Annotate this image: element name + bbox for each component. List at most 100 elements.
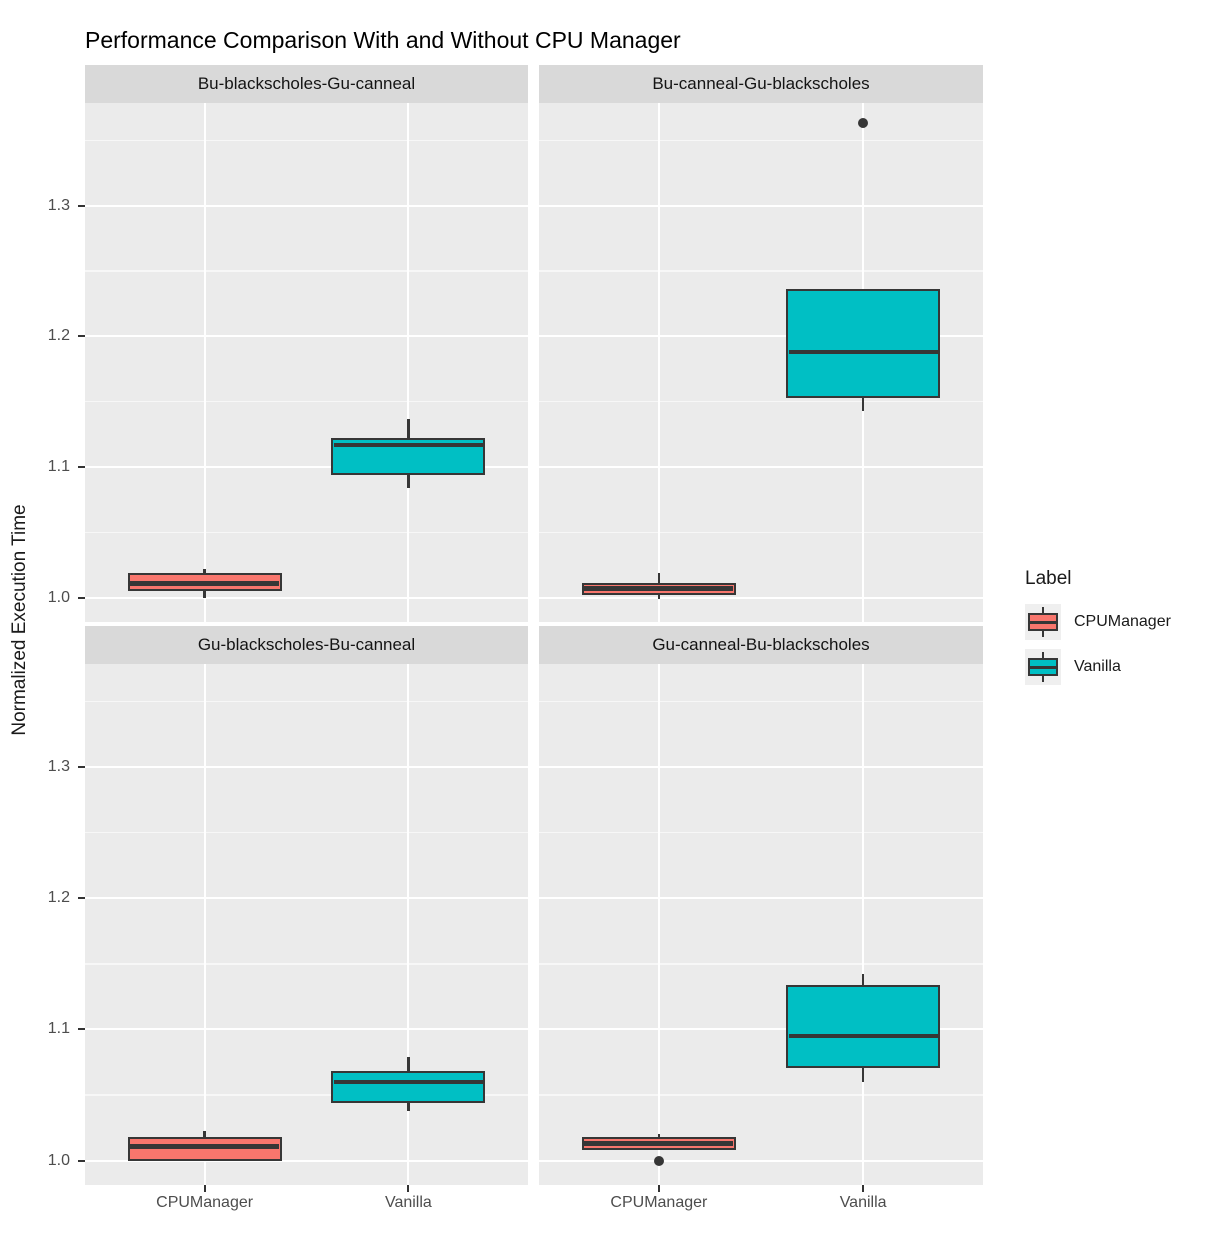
legend-key <box>1025 604 1061 640</box>
whisker-upper <box>203 1130 206 1138</box>
median-line <box>130 1144 280 1149</box>
median-line <box>788 349 938 355</box>
box-vanilla <box>786 289 941 398</box>
gridline-major <box>85 897 528 900</box>
legend-box-glyph <box>1028 658 1058 676</box>
y-axis-tick <box>78 466 85 469</box>
gridline-minor <box>85 400 528 403</box>
x-axis-tick <box>862 1185 865 1192</box>
x-tick-label: Vanilla <box>839 1194 887 1211</box>
legend-median-glyph <box>1030 665 1056 669</box>
legend-label: Vanilla <box>1074 658 1121 675</box>
outlier-point <box>858 118 869 129</box>
y-axis-tick <box>78 596 85 599</box>
y-axis-tick <box>78 1159 85 1162</box>
median-line <box>788 1033 938 1039</box>
gridline-major <box>85 1028 528 1031</box>
y-tick-label: 1.1 <box>47 458 70 476</box>
legend-title: Label <box>1025 568 1072 589</box>
gridline-minor <box>539 1094 983 1096</box>
whisker-upper <box>407 418 410 439</box>
gridline-major <box>539 766 983 769</box>
whisker-lower <box>407 1102 410 1111</box>
x-axis-tick <box>657 1185 660 1192</box>
x-tick-label: CPUManager <box>610 1194 708 1211</box>
legend-entry: CPUManager <box>1025 604 1171 640</box>
gridline-major <box>85 1159 528 1162</box>
facet-strip: Bu-blackscholes-Gu-canneal <box>85 65 528 103</box>
gridline-minor <box>85 700 528 703</box>
gridline-minor <box>539 831 983 834</box>
gridline-vertical <box>203 664 206 1185</box>
gridline-minor <box>85 139 528 141</box>
gridline-major <box>539 335 983 338</box>
facet-strip: Gu-blackscholes-Bu-canneal <box>85 626 528 664</box>
legend-entries: CPUManager Vanilla <box>1025 604 1171 685</box>
whisker-upper <box>657 572 661 584</box>
gridline-vertical <box>407 664 410 1185</box>
gridline-vertical <box>657 664 660 1185</box>
y-axis-tick <box>78 1028 85 1031</box>
legend: Label CPUManager Vanilla <box>1025 568 1171 694</box>
y-tick-label: 1.0 <box>47 1151 70 1169</box>
box-cpumanager <box>127 1137 282 1161</box>
gridline-minor <box>85 831 528 834</box>
y-axis-tick <box>78 335 85 338</box>
gridline-minor <box>85 1094 528 1096</box>
facet-panel <box>85 103 528 622</box>
facet-panel <box>85 664 528 1185</box>
gridline-vertical <box>657 103 660 622</box>
gridline-minor <box>539 139 983 141</box>
facet-title: Gu-blackscholes-Bu-canneal <box>197 635 416 654</box>
gridline-major <box>85 596 528 599</box>
whisker-upper <box>407 1057 410 1072</box>
y-axis-tick <box>78 204 85 207</box>
median-line <box>130 581 280 586</box>
legend-entry: Vanilla <box>1025 649 1171 685</box>
gridline-minor <box>85 963 528 965</box>
median-line <box>584 586 734 591</box>
legend-label: CPUManager <box>1074 613 1171 630</box>
gridline-major <box>85 204 528 207</box>
facet-strip: Bu-canneal-Gu-blackscholes <box>539 65 983 103</box>
gridline-minor <box>539 400 983 403</box>
y-tick-label: 1.2 <box>47 889 70 907</box>
box-vanilla <box>331 1071 486 1103</box>
whisker-upper <box>861 974 865 985</box>
y-tick-label: 1.2 <box>47 327 70 345</box>
gridline-major <box>539 1028 983 1031</box>
median-line <box>584 1141 734 1146</box>
y-axis-tick <box>78 897 85 900</box>
gridline-major <box>539 204 983 207</box>
x-axis-tick <box>407 1185 410 1192</box>
whisker-lower <box>203 591 206 598</box>
whisker-upper <box>203 569 206 573</box>
y-tick-label: 1.0 <box>47 588 70 606</box>
gridline-minor <box>539 963 983 965</box>
gridline-minor <box>539 270 983 272</box>
gridline-major <box>539 1159 983 1162</box>
legend-key <box>1025 649 1061 685</box>
x-axis-tick <box>203 1185 206 1192</box>
gridline-minor <box>539 531 983 534</box>
facet-panel <box>539 664 983 1185</box>
gridline-major <box>539 897 983 900</box>
whisker-lower <box>407 474 410 488</box>
facet-title: Gu-canneal-Bu-blackscholes <box>652 635 870 654</box>
legend-box-glyph <box>1028 613 1058 631</box>
gridline-minor <box>85 531 528 534</box>
y-tick-label: 1.3 <box>47 196 70 214</box>
y-tick-label: 1.3 <box>47 758 70 776</box>
facet-title: Bu-canneal-Gu-blackscholes <box>652 74 870 93</box>
gridline-vertical <box>203 103 206 622</box>
gridline-major <box>85 766 528 769</box>
facet-strip: Gu-canneal-Bu-blackscholes <box>539 626 983 664</box>
y-tick-label: 1.1 <box>47 1020 70 1038</box>
whisker-upper <box>657 1134 661 1138</box>
gridline-major <box>85 335 528 338</box>
gridline-minor <box>85 270 528 272</box>
gridline-vertical <box>407 103 410 622</box>
legend-median-glyph <box>1030 620 1056 624</box>
